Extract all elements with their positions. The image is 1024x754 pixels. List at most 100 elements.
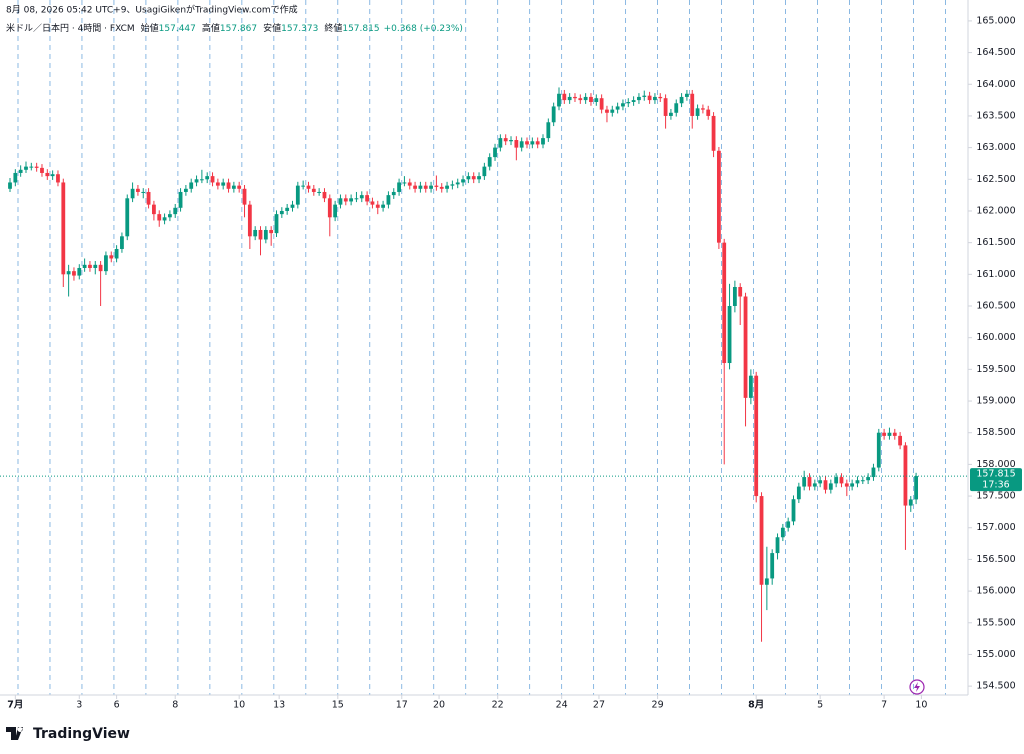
candle-body	[743, 296, 748, 398]
candle-body	[903, 445, 908, 506]
candle-body	[397, 182, 401, 192]
candle-body	[812, 483, 817, 487]
candle-body	[88, 264, 92, 268]
candle-body	[493, 147, 497, 158]
ohlc-name: 始値	[141, 22, 159, 34]
candle-body	[876, 432, 881, 468]
candle-body	[551, 106, 556, 123]
ohlc-value: 157.815	[342, 24, 379, 34]
x-tick-label: 8	[172, 700, 178, 711]
y-tick-label: 164.500	[976, 47, 1015, 58]
x-tick-label: 10	[233, 700, 245, 711]
candle-body	[439, 186, 444, 189]
candle-body	[791, 499, 796, 522]
candles	[8, 87, 918, 642]
candle-body	[50, 174, 55, 177]
x-tick-label: 5	[817, 700, 823, 711]
candle-body	[370, 201, 375, 205]
candle-body	[892, 432, 897, 436]
candle-body	[567, 96, 572, 101]
candle-body	[583, 96, 588, 101]
x-tick-label: 15	[332, 700, 344, 711]
y-tick-label: 159.000	[976, 396, 1015, 407]
candle-body	[226, 182, 231, 189]
candle-body	[82, 264, 87, 268]
candle-body	[589, 96, 593, 103]
candle-body	[354, 198, 359, 200]
lightning-icon[interactable]	[909, 679, 925, 695]
candle-body	[546, 122, 551, 139]
candle-body	[199, 179, 204, 181]
last-price-box	[970, 468, 1022, 492]
candle-body	[455, 182, 460, 185]
candle-body	[802, 477, 807, 487]
candle-body	[34, 166, 39, 168]
y-tick-label: 163.000	[976, 142, 1015, 153]
candle-body	[727, 306, 732, 364]
brand: TradingView	[33, 726, 130, 742]
candle-body	[818, 480, 823, 484]
candle-body	[461, 179, 465, 183]
ohlc-value: 157.867	[220, 24, 257, 34]
candle-body	[658, 96, 663, 99]
candle-body	[333, 204, 338, 218]
candle-body	[381, 204, 385, 208]
candle-body	[487, 157, 492, 167]
candle-body	[418, 185, 423, 189]
candle-body	[365, 195, 370, 202]
y-tick-label: 165.000	[976, 15, 1015, 26]
candle-body	[914, 476, 918, 500]
candle-body	[29, 166, 34, 168]
candle-body	[732, 286, 737, 307]
ohlc-name: 安値	[263, 22, 281, 34]
y-tick-label: 156.000	[976, 586, 1015, 597]
y-tick-label: 159.500	[976, 364, 1015, 375]
candle-body	[322, 191, 327, 199]
y-tick-label: 156.500	[976, 554, 1015, 565]
candle-body	[231, 185, 236, 189]
candle-body	[407, 182, 412, 186]
x-tick-label: 8月	[748, 700, 764, 711]
candle-body	[66, 271, 71, 275]
candle-body	[754, 375, 759, 497]
candle-body	[24, 166, 28, 170]
countdown: 17:36	[982, 480, 1009, 491]
candle-body	[509, 140, 513, 142]
candle-body	[738, 286, 743, 297]
change: +0.368 (+0.23%)	[384, 24, 463, 34]
x-tick-label: 22	[492, 700, 504, 711]
candle-body	[114, 248, 119, 259]
candle-body	[253, 229, 258, 237]
y-tick-label: 160.000	[976, 332, 1015, 343]
candle-body	[685, 93, 689, 97]
candle-body	[759, 496, 764, 585]
candle-body	[466, 176, 471, 180]
ohlc-value: 157.373	[281, 24, 318, 34]
candle-body	[535, 141, 540, 145]
candle-body	[514, 140, 519, 148]
y-tick-label: 158.500	[976, 427, 1015, 438]
candle-body	[210, 176, 215, 183]
candle-body	[615, 106, 620, 110]
candle-body	[306, 185, 311, 189]
y-tick-label: 155.000	[976, 649, 1015, 660]
candle-body	[748, 375, 753, 398]
y-tick-label: 154.500	[976, 681, 1015, 692]
candle-body	[908, 499, 913, 506]
candle-body	[722, 242, 727, 364]
candle-body	[413, 185, 417, 189]
candle-body	[626, 102, 631, 104]
candle-body	[168, 214, 172, 218]
candle-body	[40, 167, 44, 173]
candle-body	[850, 483, 855, 487]
candle-body	[56, 174, 60, 183]
candle-body	[674, 103, 679, 113]
candle-body	[706, 109, 711, 116]
ohlc-name: 終値	[324, 22, 342, 34]
candle-body	[557, 93, 561, 107]
y-tick-label: 160.500	[976, 301, 1015, 312]
candle-body	[786, 521, 791, 528]
candle-body	[162, 217, 167, 221]
candle-body	[679, 96, 684, 104]
candle-body	[295, 185, 300, 205]
